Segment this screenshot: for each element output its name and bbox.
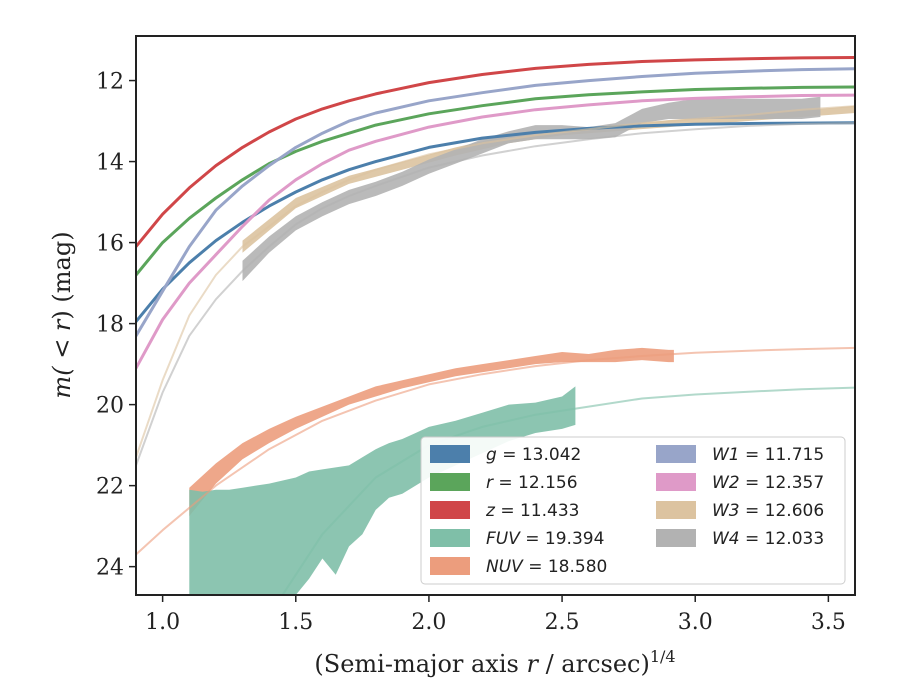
plot-frame bbox=[135, 35, 856, 596]
curve-g bbox=[136, 121, 855, 324]
curve-nuv bbox=[136, 346, 855, 556]
y-axis-ticks: 12 14 16 18 20 22 24 bbox=[96, 70, 136, 581]
legend-swatch-w3 bbox=[656, 501, 696, 519]
curve-w1 bbox=[136, 67, 855, 338]
x-tick-label: 2.5 bbox=[545, 610, 580, 635]
x-tick-label: 3.0 bbox=[678, 610, 713, 635]
legend-swatch-w1 bbox=[656, 445, 696, 463]
legend-swatch-fuv bbox=[430, 529, 470, 547]
curve-w4 bbox=[136, 122, 855, 467]
y-tick-label: 22 bbox=[96, 475, 124, 500]
legend-label-fuv: FUV = 19.394 bbox=[486, 529, 604, 549]
x-axis-ticks: 1.0 1.5 2.0 2.5 3.0 3.5 bbox=[145, 595, 846, 635]
legend-label-r: r = 12.156 bbox=[486, 473, 578, 493]
legend-swatch-w4 bbox=[656, 529, 696, 547]
y-tick-label: 14 bbox=[96, 151, 124, 176]
y-tick-label: 20 bbox=[96, 394, 124, 419]
legend: g = 13.042 r = 12.156 z = 11.433 FUV = 19.3… bbox=[420, 436, 846, 585]
y-tick-label: 18 bbox=[96, 313, 124, 338]
legend-swatch-nuv bbox=[430, 557, 470, 575]
x-axis-title: (Semi-major axis r / arcsec)1/4 bbox=[314, 647, 675, 678]
x-tick-label: 1.5 bbox=[278, 610, 313, 635]
legend-label-w3: W3 = 12.606 bbox=[712, 501, 824, 521]
curve-w2 bbox=[136, 93, 855, 370]
legend-label-nuv: NUV = 18.580 bbox=[486, 557, 607, 577]
legend-label-g: g = 13.042 bbox=[486, 445, 581, 465]
curve-r bbox=[136, 85, 855, 277]
legend-label-w1: W1 = 11.715 bbox=[712, 445, 824, 465]
legend-box bbox=[420, 436, 846, 585]
curve-fuv bbox=[281, 386, 855, 595]
y-axis-title: m( < r) (mag) bbox=[48, 231, 76, 398]
legend-swatch-w2 bbox=[656, 473, 696, 491]
curve-z bbox=[136, 56, 855, 249]
x-tick-label: 1.0 bbox=[145, 610, 180, 635]
band-nuv bbox=[189, 347, 674, 516]
legend-swatch-g bbox=[430, 445, 470, 463]
y-tick-label: 12 bbox=[96, 70, 124, 95]
x-tick-label: 3.5 bbox=[811, 610, 846, 635]
legend-label-z: z = 11.433 bbox=[485, 501, 579, 521]
legend-swatch-r bbox=[430, 473, 470, 491]
x-tick-label: 2.0 bbox=[411, 610, 446, 635]
legend-label-w2: W2 = 12.357 bbox=[712, 473, 824, 493]
legend-swatch-z bbox=[430, 501, 470, 519]
y-tick-label: 16 bbox=[96, 232, 124, 257]
model-curves bbox=[136, 56, 855, 595]
legend-label-w4: W4 = 12.033 bbox=[712, 529, 824, 549]
y-tick-label: 24 bbox=[96, 556, 124, 581]
curve-w3 bbox=[136, 105, 855, 459]
